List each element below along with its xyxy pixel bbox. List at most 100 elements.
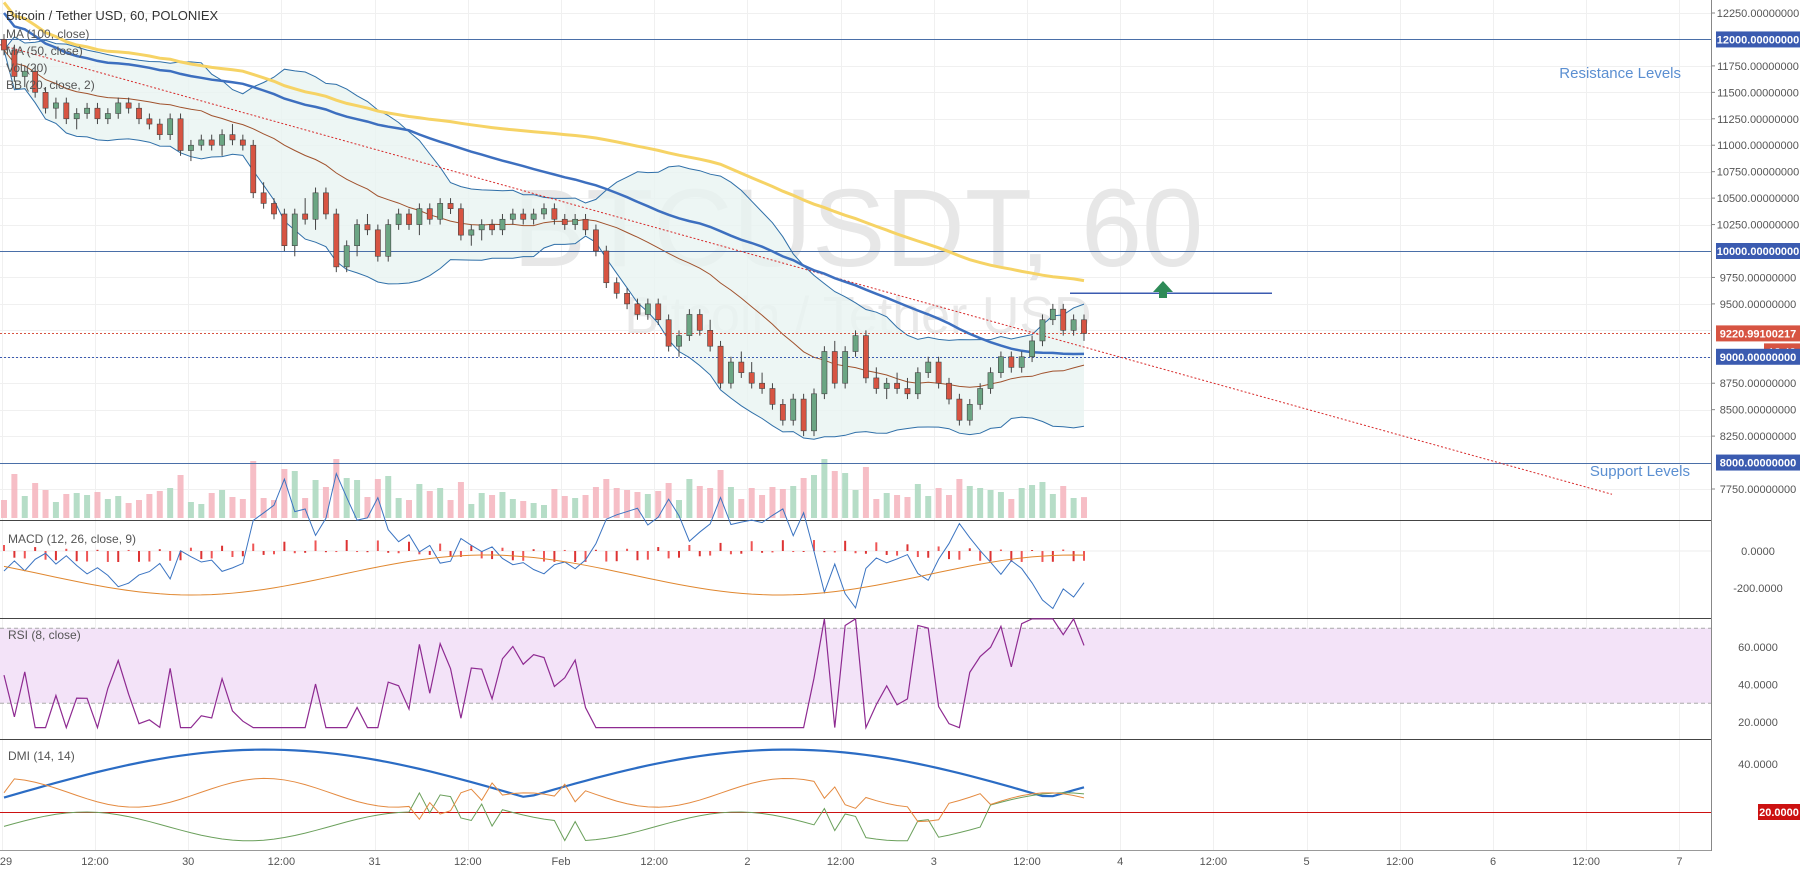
volume-bar bbox=[1049, 494, 1056, 518]
candle-body bbox=[416, 208, 423, 225]
candle-body bbox=[499, 218, 506, 231]
candle-body bbox=[769, 388, 776, 405]
volume-bar bbox=[125, 503, 132, 518]
study-vol[interactable]: Vol (20) bbox=[6, 61, 47, 75]
volume-bar bbox=[603, 479, 610, 518]
volume-bar bbox=[239, 499, 246, 518]
candle-body bbox=[811, 393, 817, 432]
rsi-pane: 60.0000 40.0000 20.0000 bbox=[0, 617, 1778, 730]
volume-bar bbox=[613, 488, 620, 518]
candle-body bbox=[904, 388, 911, 395]
time-label: 12:00 bbox=[1572, 856, 1600, 868]
level-price-badge bbox=[1716, 454, 1800, 471]
volume-bar bbox=[229, 497, 236, 518]
volume-bar bbox=[52, 502, 59, 518]
candle-body bbox=[167, 118, 174, 135]
candle-body bbox=[977, 388, 984, 405]
volume-bars bbox=[1, 459, 1087, 518]
volume-bar bbox=[862, 467, 869, 518]
volume-bar bbox=[956, 479, 963, 518]
volume-bar bbox=[727, 487, 734, 518]
volume-bar bbox=[187, 502, 194, 518]
up-arrow-icon[interactable] bbox=[1153, 281, 1173, 298]
volume-bar bbox=[779, 489, 786, 518]
volume-bar bbox=[551, 489, 558, 518]
dmi-label[interactable]: DMI (14, 14) bbox=[8, 749, 75, 763]
candle-body bbox=[1081, 319, 1087, 334]
volume-bar bbox=[437, 488, 444, 518]
rsi-label[interactable]: RSI (8, close) bbox=[8, 628, 81, 642]
price-tick-label: 10250.00000000 bbox=[1717, 220, 1800, 232]
candle-body bbox=[374, 229, 381, 257]
candle-body bbox=[946, 382, 952, 400]
volume-bar bbox=[364, 497, 371, 518]
candle-body bbox=[696, 314, 703, 331]
resistance-levels-label[interactable]: Resistance Levels bbox=[1559, 65, 1681, 82]
candle-body bbox=[1039, 319, 1046, 342]
candle-body bbox=[530, 213, 537, 220]
volume-bar bbox=[987, 490, 994, 518]
candle-body bbox=[914, 372, 921, 395]
price-tick-label: 10750.00000000 bbox=[1717, 167, 1800, 179]
volume-bar bbox=[935, 488, 942, 518]
time-label: 12:00 bbox=[827, 856, 855, 868]
volume-bar bbox=[561, 496, 568, 518]
level-price-badge bbox=[1716, 348, 1800, 365]
study-bb[interactable]: BB (20, close, 2) bbox=[6, 78, 95, 92]
volume-bar bbox=[94, 492, 101, 518]
candle-body bbox=[987, 372, 994, 389]
candle-body bbox=[73, 113, 80, 120]
candle-body bbox=[1060, 308, 1067, 331]
price-tick-label: 9750.00000000 bbox=[1720, 272, 1796, 284]
volume-bar bbox=[686, 479, 693, 518]
candle-body bbox=[520, 213, 527, 220]
time-label: 7 bbox=[1676, 856, 1682, 868]
price-tick-label: 8500.00000000 bbox=[1720, 405, 1796, 417]
candle-body bbox=[63, 102, 70, 120]
study-ma100[interactable]: MA (100, close) bbox=[6, 27, 89, 41]
macd-label[interactable]: MACD (12, 26, close, 9) bbox=[8, 532, 136, 546]
volume-bar bbox=[811, 475, 817, 518]
volume-bar bbox=[644, 494, 651, 518]
price-tick-label: 8750.00000000 bbox=[1720, 378, 1796, 390]
macd-pane: 0.0000 -200.0000 bbox=[0, 471, 1783, 610]
candle-body bbox=[1008, 356, 1015, 368]
volume-bar bbox=[208, 493, 215, 518]
volume-bar bbox=[73, 493, 80, 518]
time-axis[interactable]: 29 12:00 30 12:00 31 12:00 Feb 12:00 2 12:00 3 12:0… bbox=[0, 856, 1682, 868]
candle-body bbox=[551, 208, 558, 220]
time-label: 12:00 bbox=[454, 856, 482, 868]
volume-bar bbox=[624, 490, 631, 518]
level-price-badge-text: 8000.00000000 bbox=[1720, 458, 1796, 470]
time-label: 30 bbox=[182, 856, 194, 868]
candle-body bbox=[312, 192, 319, 220]
time-label: 6 bbox=[1490, 856, 1496, 868]
volume-bar bbox=[11, 474, 18, 518]
price-axis[interactable]: 12250.00000000 12000.00000000 11750.000000… bbox=[1711, 8, 1800, 496]
volume-bar bbox=[696, 486, 703, 518]
volume-bar bbox=[1081, 497, 1087, 518]
time-label: 4 bbox=[1117, 856, 1123, 868]
candle-body bbox=[354, 224, 360, 247]
candle-body bbox=[323, 192, 329, 215]
bb-fill bbox=[4, 36, 1084, 440]
moving-averages bbox=[2, 1, 1085, 356]
volume-bar bbox=[104, 499, 111, 518]
candle-body bbox=[260, 192, 267, 204]
horizontal-levels[interactable] bbox=[0, 39, 1711, 464]
symbol-title[interactable]: Bitcoin / Tether USD, 60, POLONIEX bbox=[6, 8, 219, 23]
candle-body bbox=[728, 361, 734, 384]
level-price-badge-text: 9000.00000000 bbox=[1720, 352, 1796, 364]
candle-body bbox=[343, 245, 350, 268]
volume-bar bbox=[582, 495, 589, 518]
candlesticks bbox=[1, 34, 1087, 437]
candle-body bbox=[478, 224, 485, 231]
time-label: 29 bbox=[0, 856, 12, 868]
trend-lines[interactable] bbox=[0, 44, 1613, 495]
study-ma50[interactable]: MA (50, close) bbox=[6, 44, 83, 58]
support-levels-label[interactable]: Support Levels bbox=[1590, 463, 1690, 480]
candle-body bbox=[1029, 340, 1035, 358]
candle-body bbox=[790, 398, 797, 421]
candle-body bbox=[489, 224, 495, 231]
